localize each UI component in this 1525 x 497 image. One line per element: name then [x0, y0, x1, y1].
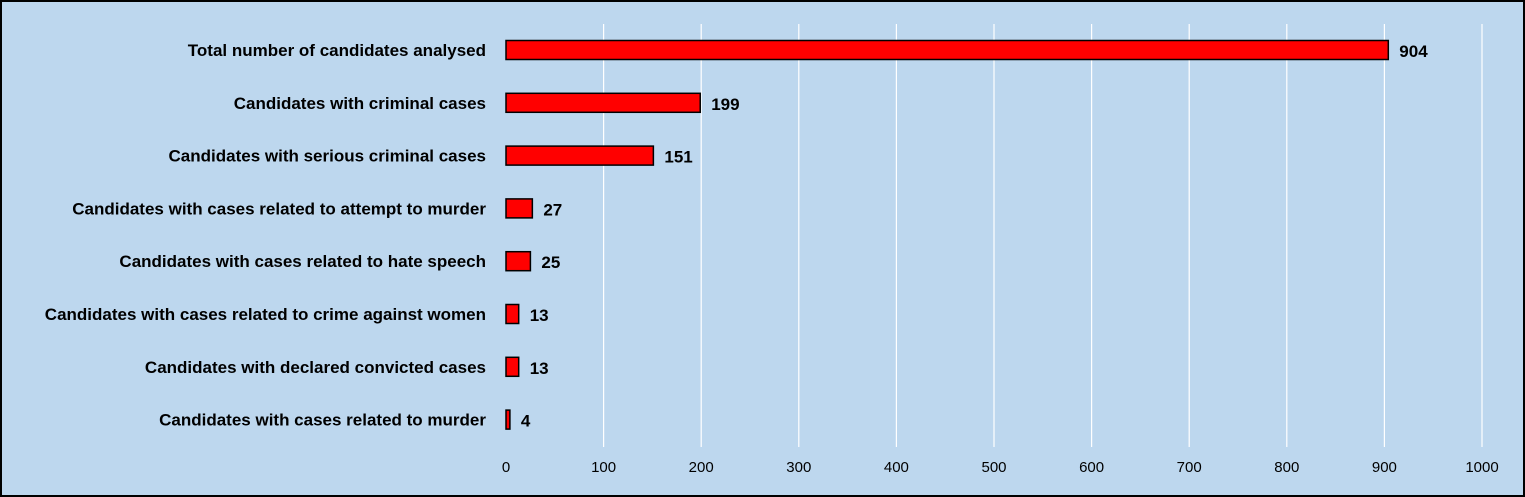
- data-label: 4: [521, 412, 531, 431]
- category-label: Candidates with criminal cases: [234, 94, 486, 113]
- x-tick-label: 800: [1274, 459, 1299, 476]
- category-label: Total number of candidates analysed: [188, 41, 486, 60]
- x-tick-label: 400: [884, 459, 909, 476]
- x-tick-label: 1000: [1465, 459, 1498, 476]
- bar: [505, 250, 532, 272]
- bar: [505, 198, 534, 219]
- category-label: Candidates with serious criminal cases: [169, 147, 486, 166]
- category-label: Candidates with cases related to murder: [159, 411, 486, 430]
- data-label: 13: [530, 306, 549, 325]
- category-label: Candidates with cases related to crime a…: [45, 305, 486, 324]
- bar: [505, 145, 655, 166]
- data-label: 25: [541, 253, 560, 272]
- x-tick-label: 100: [591, 459, 616, 476]
- data-label: 27: [543, 200, 562, 219]
- x-tick-label: 600: [1079, 459, 1104, 476]
- bar: [505, 92, 701, 114]
- data-label: 13: [530, 359, 549, 378]
- x-tick-label: 700: [1177, 459, 1202, 476]
- bar: [505, 409, 511, 430]
- data-label: 904: [1399, 42, 1428, 61]
- x-tick-label: 300: [786, 459, 811, 476]
- bar: [505, 356, 520, 378]
- bar: [505, 303, 520, 325]
- category-label: Candidates with declared convicted cases: [145, 358, 486, 377]
- x-tick-label: 500: [981, 459, 1006, 476]
- data-label: 199: [711, 95, 739, 114]
- x-tick-label: 0: [502, 459, 510, 476]
- category-label: Candidates with cases related to attempt…: [72, 199, 486, 218]
- category-label: Candidates with cases related to hate sp…: [119, 252, 486, 271]
- data-label: 151: [664, 148, 692, 167]
- bar: [505, 39, 1390, 61]
- x-tick-label: 200: [689, 459, 714, 476]
- x-tick-label: 900: [1372, 459, 1397, 476]
